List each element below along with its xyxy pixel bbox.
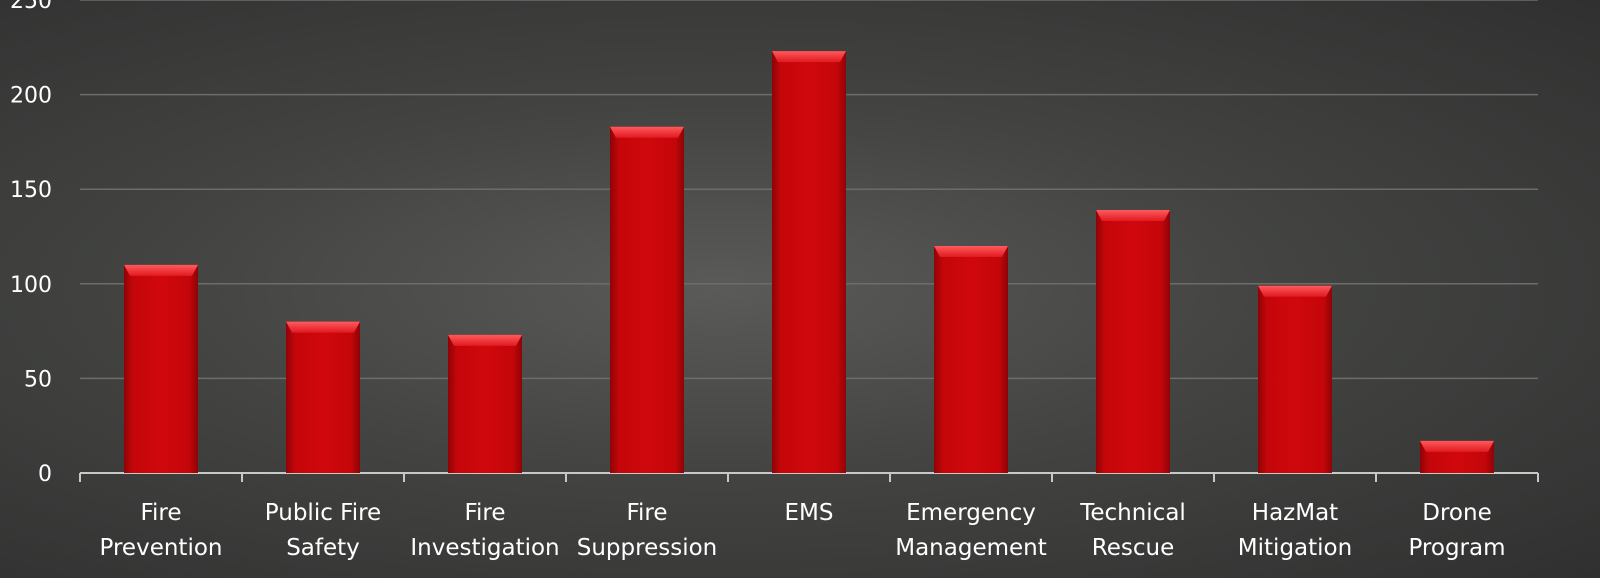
x-category-label-line: EMS: [785, 500, 834, 526]
bar-body: [286, 321, 360, 473]
x-category-label-line: Fire: [626, 500, 667, 526]
bar-body: [448, 334, 522, 473]
bar-body: [124, 264, 198, 473]
bar-body: [1096, 210, 1170, 473]
x-category-label-line: Drone: [1422, 500, 1491, 526]
x-category-label-line: Suppression: [577, 535, 717, 561]
y-tick-label: 200: [10, 84, 52, 109]
bar: [610, 126, 684, 473]
x-category-label: Technical Rescue: [1079, 500, 1186, 561]
y-tick-label: 100: [10, 273, 52, 298]
bar-body: [1258, 285, 1332, 473]
bar-body: [610, 126, 684, 473]
x-category-label-line: Emergency: [906, 500, 1036, 526]
bar: [448, 334, 522, 473]
x-category-label: HazMat Mitigation: [1238, 500, 1352, 561]
x-category-label-line: Prevention: [100, 535, 223, 561]
bar-cap: [1420, 440, 1494, 452]
labels: 0 50 100 150 200 250 Fire Prevention Public Fire…: [10, 0, 1506, 561]
bar: [1258, 285, 1332, 473]
x-category-label-line: Fire: [140, 500, 181, 526]
x-category-label-line: Public Fire: [265, 500, 381, 526]
bar-cap: [1096, 210, 1170, 222]
bar-body: [772, 51, 846, 474]
bar: [286, 321, 360, 473]
y-tick-label: 250: [10, 0, 52, 14]
bar-cap: [448, 334, 522, 346]
x-category-label: Fire Prevention: [100, 500, 223, 561]
x-category-label-line: Rescue: [1092, 535, 1174, 561]
x-category-label-line: Management: [895, 535, 1047, 561]
x-category-label-line: Fire: [464, 500, 505, 526]
bar-cap: [286, 321, 360, 333]
bar-cap: [934, 245, 1008, 257]
axes: [79, 472, 1539, 482]
bar-body: [934, 245, 1008, 473]
x-category-label: Drone Program: [1408, 500, 1505, 561]
bars: [124, 51, 1494, 474]
bar-cap: [124, 264, 198, 276]
y-tick-label: 150: [10, 178, 52, 203]
x-category-label: Public Fire Safety: [265, 500, 381, 561]
x-category-label: Fire Investigation: [410, 500, 559, 561]
x-category-label: EMS: [785, 500, 834, 526]
x-category-label: Fire Suppression: [577, 500, 717, 561]
x-category-label: Emergency Management: [895, 500, 1047, 561]
x-category-label-line: Safety: [286, 535, 360, 561]
bar-cap: [772, 51, 846, 63]
x-category-label-line: HazMat: [1252, 500, 1338, 526]
bar-cap: [610, 126, 684, 138]
y-tick-label: 50: [24, 367, 52, 392]
bar: [1420, 440, 1494, 473]
bar: [772, 51, 846, 474]
bar: [1096, 210, 1170, 473]
bar: [934, 245, 1008, 473]
x-category-label-line: Program: [1408, 535, 1505, 561]
bar: [124, 264, 198, 473]
x-category-label-line: Mitigation: [1238, 535, 1352, 561]
bar-cap: [1258, 285, 1332, 297]
x-category-label-line: Technical: [1079, 500, 1186, 526]
x-category-label-line: Investigation: [410, 535, 559, 561]
y-tick-label: 0: [38, 462, 52, 487]
